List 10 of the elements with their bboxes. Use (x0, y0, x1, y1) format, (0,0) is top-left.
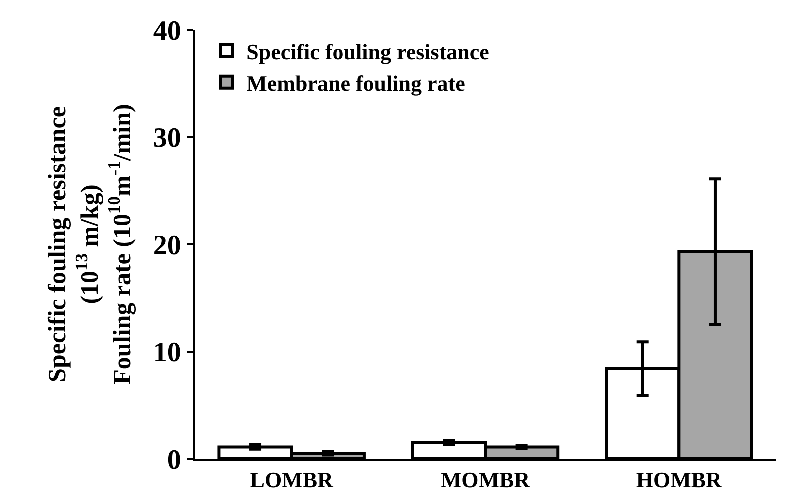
y-tick-label: 20 (153, 230, 182, 262)
y-tick-label: 30 (153, 123, 182, 154)
y-tick-label: 10 (153, 338, 182, 369)
legend-label: Membrane fouling rate (246, 70, 466, 96)
x-tick-label: LOMBR (250, 467, 334, 492)
x-tick-label: MOMBR (440, 467, 532, 492)
y-tick-label: 0 (167, 444, 182, 476)
legend-label: Specific fouling resistance (246, 39, 490, 64)
y-tick-label: 40 (153, 16, 182, 47)
x-tick-label: HOMBR (636, 467, 724, 492)
